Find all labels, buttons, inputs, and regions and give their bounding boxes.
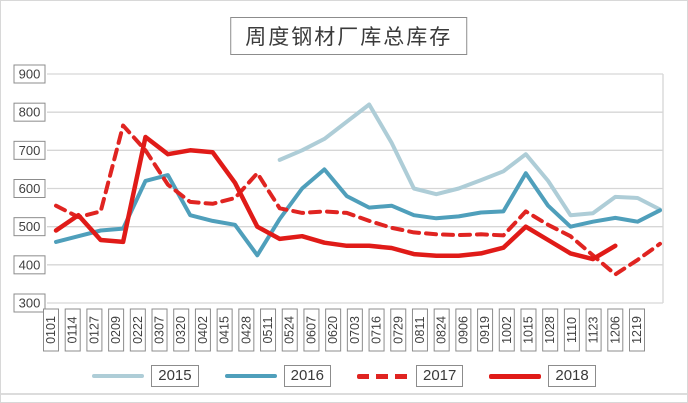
chart-legend: 2015 2016 2017 2018 (1, 363, 687, 389)
svg-text:0415: 0415 (218, 316, 232, 344)
svg-text:0824: 0824 (435, 316, 449, 344)
legend-label-2018: 2018 (548, 365, 596, 387)
svg-text:0114: 0114 (66, 317, 80, 344)
legend-line-sample-2015 (92, 374, 145, 378)
svg-text:0307: 0307 (153, 316, 167, 344)
svg-text:0716: 0716 (370, 316, 384, 344)
svg-text:0222: 0222 (131, 316, 145, 344)
legend-item-2016: 2016 (224, 365, 331, 387)
svg-text:0524: 0524 (283, 316, 297, 344)
legend-line-sample-2016 (224, 374, 277, 378)
svg-text:700: 700 (19, 143, 41, 158)
svg-text:500: 500 (19, 219, 41, 234)
svg-text:800: 800 (19, 105, 41, 120)
svg-text:900: 900 (19, 67, 41, 82)
svg-text:0320: 0320 (174, 316, 188, 344)
svg-text:400: 400 (19, 257, 41, 272)
svg-text:1028: 1028 (543, 316, 557, 344)
legend-item-2017: 2017 (357, 365, 464, 387)
svg-text:600: 600 (19, 181, 41, 196)
legend-item-2015: 2015 (92, 365, 199, 387)
svg-text:1123: 1123 (587, 317, 601, 344)
svg-text:0729: 0729 (391, 316, 405, 344)
legend-label-2015: 2015 (151, 365, 199, 387)
legend-label-2016: 2016 (283, 365, 331, 387)
svg-text:0811: 0811 (413, 317, 427, 344)
legend-label-2017: 2017 (416, 365, 464, 387)
svg-text:0402: 0402 (196, 316, 210, 344)
svg-text:0906: 0906 (456, 316, 470, 344)
svg-text:1206: 1206 (608, 316, 622, 344)
legend-line-sample-2017 (357, 373, 409, 379)
svg-text:0101: 0101 (44, 316, 58, 344)
svg-text:300: 300 (19, 296, 41, 311)
svg-text:0607: 0607 (304, 316, 318, 344)
svg-text:0703: 0703 (348, 316, 362, 344)
chart-title: 周度钢材厂库总库存 (230, 17, 468, 55)
svg-text:0511: 0511 (261, 317, 275, 344)
bottom-divider (1, 393, 687, 395)
svg-text:0127: 0127 (87, 316, 101, 344)
svg-text:1015: 1015 (521, 316, 535, 344)
svg-text:0209: 0209 (109, 316, 123, 344)
svg-text:0919: 0919 (478, 316, 492, 344)
legend-item-2018: 2018 (489, 365, 596, 387)
legend-line-sample-2018 (489, 373, 542, 379)
svg-text:1002: 1002 (500, 316, 514, 344)
svg-text:1219: 1219 (630, 316, 644, 344)
svg-text:0428: 0428 (239, 316, 253, 344)
svg-text:1110: 1110 (565, 317, 579, 343)
svg-text:0620: 0620 (326, 316, 340, 344)
